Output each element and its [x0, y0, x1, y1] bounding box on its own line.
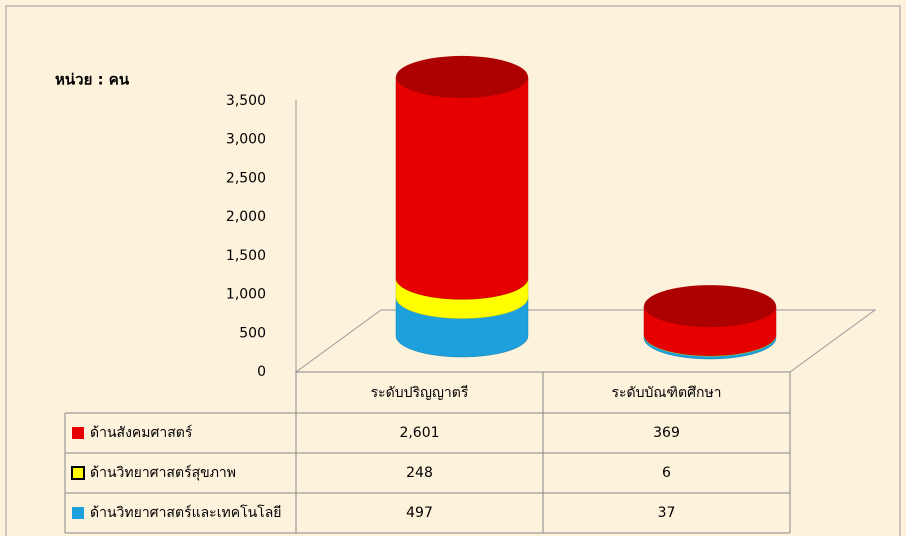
bar-segment — [395, 76, 529, 300]
table-value: 6 — [662, 465, 671, 481]
table-value: 497 — [406, 505, 433, 521]
legend-swatch — [72, 427, 84, 439]
y-axis-label: หน่วย : คน — [55, 71, 130, 89]
legend-label: ด้านวิทยาศาสตร์และเทคโนโลยี — [90, 504, 281, 521]
y-tick-label: 1,000 — [226, 287, 266, 303]
bar-segment-top — [644, 285, 776, 328]
table-value: 2,601 — [399, 425, 439, 441]
x-tick-label: ระดับบัณฑิตศึกษา — [611, 385, 721, 401]
bar-segment-top — [396, 55, 528, 98]
y-tick-label: 1,500 — [226, 248, 266, 264]
table-value: 248 — [406, 465, 433, 481]
y-tick-label: 3,500 — [226, 93, 266, 109]
y-tick-label: 2,000 — [226, 209, 266, 225]
legend-swatch — [72, 507, 84, 519]
y-tick-label: 500 — [239, 325, 266, 341]
table-value: 369 — [653, 425, 680, 441]
y-tick-label: 3,000 — [226, 132, 266, 148]
legend-label: ด้านวิทยาศาสตร์สุขภาพ — [90, 464, 236, 481]
y-tick-label: 0 — [257, 364, 266, 380]
legend-swatch — [71, 466, 85, 480]
legend-label: ด้านสังคมศาสตร์ — [90, 424, 193, 441]
table-value: 37 — [658, 505, 676, 521]
frame — [5, 5, 901, 536]
x-tick-label: ระดับปริญญาตรี — [371, 385, 469, 401]
y-tick-label: 2,500 — [226, 170, 266, 186]
